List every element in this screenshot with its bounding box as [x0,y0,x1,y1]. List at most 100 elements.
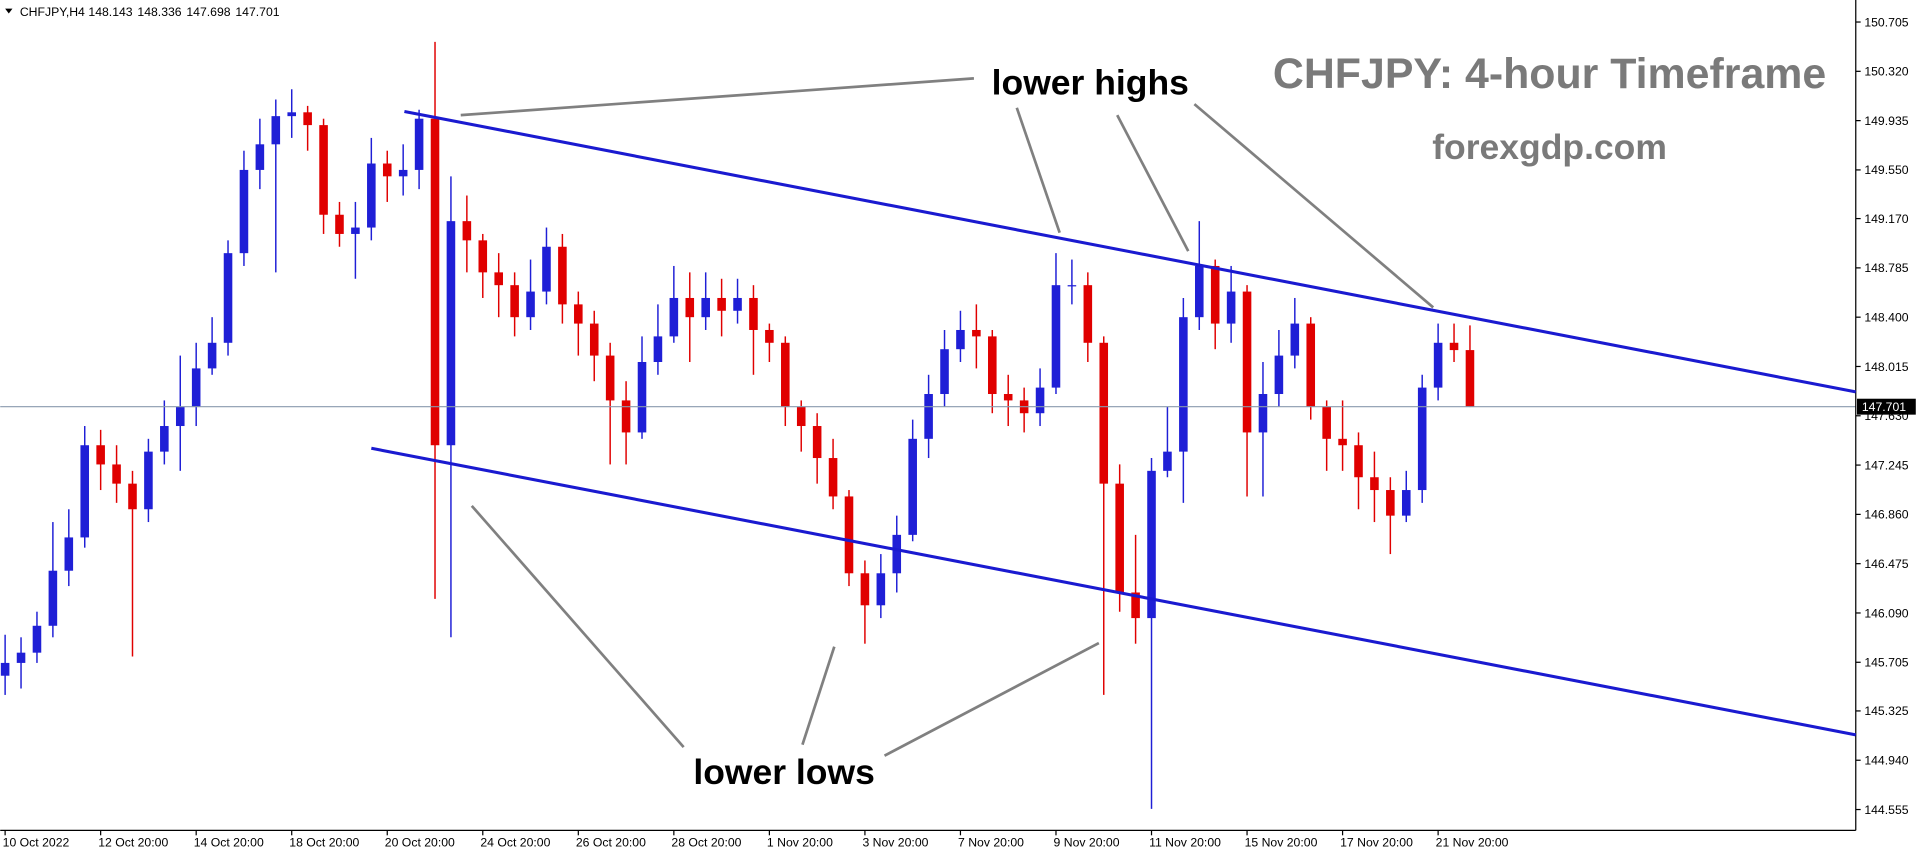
x-tick-label: 3 Nov 20:00 [862,835,928,849]
y-tick-label: 145.705 [1864,656,1908,670]
x-tick-label: 11 Nov 20:00 [1149,835,1221,849]
candle-body [749,297,758,330]
x-tick-label: 9 Nov 20:00 [1054,835,1120,849]
candle-body [828,458,838,497]
y-tick-label: 149.170 [1864,212,1908,226]
x-tick-label: 1 Nov 20:00 [767,835,833,849]
x-tick-label: 24 Oct 20:00 [480,835,550,849]
candle-body [621,400,631,433]
candle-body [781,342,790,407]
candle-body [605,355,615,401]
y-tick-label: 146.475 [1864,557,1908,571]
x-tick-label: 18 Oct 20:00 [289,835,359,849]
header-high: 148.336 [137,5,181,19]
price-label-box [1856,398,1916,415]
candle-body [637,361,647,433]
y-tick-label: 148.400 [1864,310,1908,324]
y-tick-label: 150.320 [1864,65,1908,79]
candle-body [1226,291,1236,324]
candle-body [908,438,917,535]
y-tick-label: 145.325 [1864,704,1908,718]
candle-body [1163,451,1172,471]
candle-body [1083,285,1093,343]
candle-body [558,246,567,305]
candle-body [940,349,949,395]
y-tick-label: 144.555 [1864,803,1908,817]
pointer [1116,114,1190,252]
candle-body [510,285,519,318]
y-tick-label: 149.935 [1864,114,1908,128]
candle-body [144,451,153,510]
candle-body [1147,470,1156,619]
menu-arrow [5,8,13,14]
y-tick-label: 148.015 [1864,360,1908,374]
candle-body [844,496,854,574]
candle-body [32,625,42,653]
candle-body [542,246,551,292]
candle-body [1003,394,1013,401]
candle-body [1242,291,1252,433]
candle-body [96,445,105,465]
y-tick-label: 147.245 [1864,458,1908,472]
candle-body [1449,342,1459,351]
y-tick-label: 150.705 [1864,15,1908,29]
candle-body [319,125,328,215]
candle-body [574,304,583,324]
annotation-pointers [460,77,1435,757]
candle-body [988,336,997,395]
y-tick-label: 149.550 [1864,163,1908,177]
candle-body [1386,490,1395,516]
candle-body [494,272,503,286]
candle-body [191,368,201,407]
x-tick-label: 7 Nov 20:00 [958,835,1024,849]
header-open: 148.143 [88,5,132,19]
y-tick-label: 146.090 [1864,606,1908,620]
candle-body [1274,355,1284,395]
candle-body [175,406,185,427]
candle-body [1035,387,1045,414]
candle-body [287,112,297,117]
candle-body [64,537,74,571]
candle-body [669,297,679,337]
chart-title: CHFJPY: 4-hour Timeframe [1273,50,1826,98]
candle-body [1131,592,1140,619]
candle-body [128,483,137,510]
candle-body [1115,483,1124,593]
pointer [460,77,975,117]
candle-body [1401,490,1411,516]
candle-body [812,426,822,459]
candle-body [239,169,249,254]
y-tick-label: 144.940 [1864,754,1908,768]
candle-body [653,336,663,362]
annotation: lower highs [992,62,1189,102]
pointer [801,646,836,746]
pointer [883,641,1100,757]
candle-body [367,163,376,228]
candle-body [972,329,981,337]
candle-body [701,297,710,318]
candle-body [398,169,408,177]
y-tick-label: 146.860 [1864,508,1908,522]
header-low: 147.698 [186,5,230,19]
x-tick-label: 20 Oct 20:00 [385,835,455,849]
symbol: CHFJPY,H4 [20,5,85,19]
candle-body [1258,394,1268,433]
lower-channel [371,446,1857,737]
candle-body [414,118,424,170]
x-tick-label: 15 Nov 20:00 [1245,835,1318,849]
candle-body [924,394,933,439]
candle-body [1338,438,1347,446]
candle-body [589,323,599,356]
candle-body [207,342,217,369]
candle-body [1194,265,1204,318]
x-tick-label: 21 Nov 20:00 [1436,835,1509,849]
candle-body [1370,477,1379,491]
candle-body [1051,285,1061,388]
candle-body [796,406,806,427]
candle-body [892,534,902,574]
candle-body [956,329,965,350]
candle-body [255,144,265,170]
x-tick-label: 26 Oct 20:00 [576,835,646,849]
annotation: lower lows [693,752,874,792]
candle-body [351,227,360,234]
